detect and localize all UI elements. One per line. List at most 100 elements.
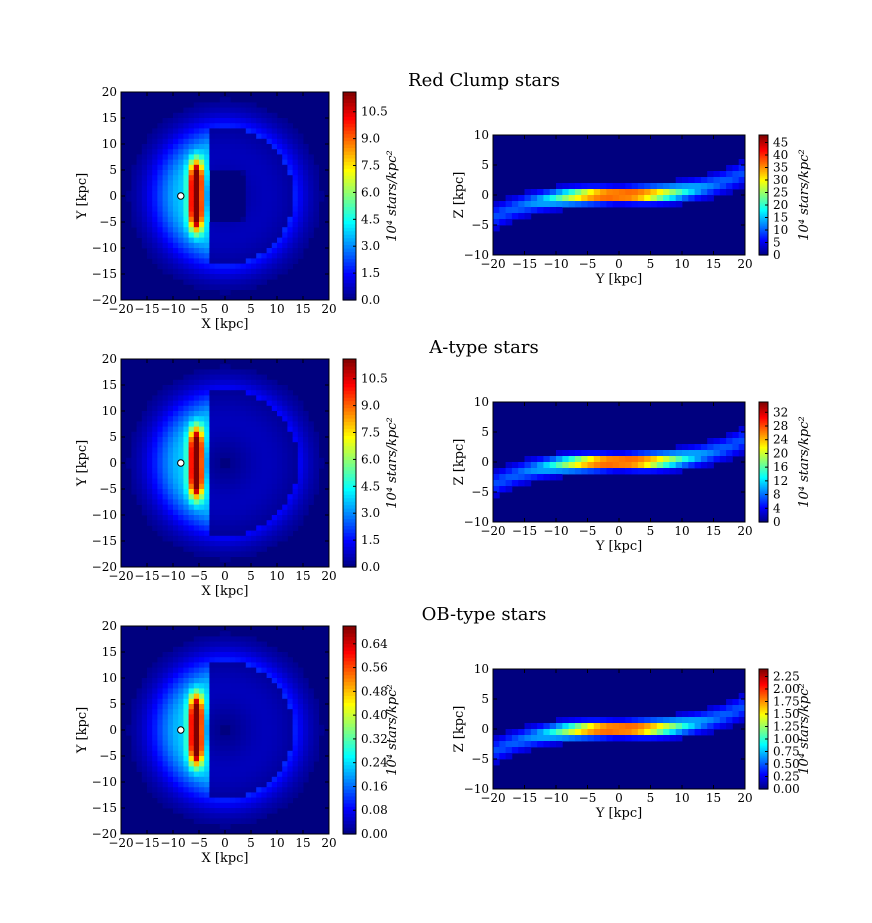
xy-density-cell: [209, 546, 215, 552]
xy-density-cell: [313, 180, 319, 186]
xy-density-cell: [297, 232, 304, 238]
yz-colorbar-tick-label: 1.50: [773, 707, 800, 721]
xy-xtick-label: −10: [160, 302, 185, 316]
xy-density-cell: [209, 761, 215, 767]
xy-density-cell: [204, 709, 210, 715]
xy-density-cell: [183, 154, 189, 160]
xy-density-cell: [297, 766, 304, 772]
yz-density-cell: [707, 450, 714, 457]
xy-density-cell: [209, 808, 215, 814]
xy-density-cell: [204, 164, 210, 171]
xy-density-cell: [261, 437, 267, 443]
xy-density-cell: [147, 714, 153, 720]
xy-density-cell: [147, 237, 153, 244]
yz-density-cell: [650, 456, 658, 463]
xy-density-cell: [199, 652, 205, 658]
xy-density-cell: [204, 535, 210, 542]
xy-colorbar-segment: [343, 365, 356, 370]
xy-density-cell: [256, 258, 262, 264]
xy-density-cell: [131, 714, 137, 720]
xy-density-cell: [261, 258, 267, 264]
xy-density-cell: [277, 385, 283, 391]
xy-density-cell: [167, 385, 174, 391]
xy-density-cell: [204, 447, 210, 453]
xy-density-cell: [136, 196, 143, 202]
xy-density-cell: [282, 652, 288, 658]
xy-density-cell: [199, 797, 205, 804]
yz-density-cell: [732, 432, 740, 439]
yz-density-cell: [726, 450, 733, 457]
xy-density-cell: [152, 400, 158, 407]
xy-density-cell: [131, 216, 137, 223]
xy-density-cell: [266, 379, 273, 386]
xy-density-cell: [199, 164, 205, 171]
yz-density-cell: [530, 462, 538, 469]
xy-density-cell: [214, 102, 221, 108]
xy-density-cell: [173, 144, 179, 150]
xy-density-cell: [183, 782, 189, 788]
xy-density-cell: [235, 698, 241, 705]
xy-density-cell: [225, 437, 231, 443]
xy-density-cell: [240, 411, 247, 417]
xy-density-cell: [157, 782, 163, 788]
yz-density-cell: [637, 729, 645, 736]
xy-density-cell: [235, 379, 241, 386]
xy-ytick-label: 0: [109, 456, 117, 470]
xy-density-cell: [303, 431, 309, 438]
xy-density-cell: [204, 489, 210, 495]
xy-density-cell: [173, 698, 179, 705]
yz-density-cell: [719, 444, 727, 451]
yz-density-cell: [726, 177, 733, 184]
xy-density-cell: [303, 756, 309, 762]
xy-density-cell: [282, 190, 288, 197]
xy-density-cell: [183, 385, 189, 391]
xy-density-cell: [193, 400, 200, 407]
yz-colorbar-segment: [759, 761, 768, 764]
yz-density-cell: [593, 201, 601, 208]
xy-density-cell: [256, 688, 262, 694]
xy-density-cell: [141, 437, 148, 443]
xy-density-cell: [199, 483, 205, 490]
xy-density-cell: [152, 138, 158, 145]
xy-density-cell: [162, 776, 169, 783]
xy-density-cell: [266, 426, 273, 433]
xy-density-cell: [266, 395, 273, 401]
xy-density-cell: [230, 128, 236, 134]
yz-density-cell: [530, 723, 538, 730]
xy-density-cell: [199, 641, 205, 648]
xy-density-cell: [277, 154, 283, 160]
xy-density-cell: [209, 766, 215, 772]
xy-xlabel: X [kpc]: [201, 584, 248, 599]
xy-density-cell: [152, 206, 158, 212]
xy-density-cell: [193, 102, 200, 108]
xy-density-cell: [214, 678, 221, 684]
xy-density-cell: [277, 750, 283, 757]
xy-density-cell: [193, 123, 200, 129]
yz-density-cell: [556, 195, 563, 202]
xy-density-cell: [297, 411, 304, 417]
xy-density-cell: [240, 782, 247, 788]
xy-density-cell: [225, 693, 231, 700]
yz-colorbar-segment: [759, 432, 768, 435]
xy-density-cell: [204, 431, 210, 438]
xy-density-cell: [209, 525, 215, 531]
xy-density-cell: [303, 242, 309, 249]
yz-density-cell: [511, 468, 519, 475]
xy-density-cell: [225, 776, 231, 783]
yz-density-cell: [713, 444, 721, 451]
xy-density-cell: [152, 154, 158, 160]
xy-density-cell: [188, 541, 195, 547]
xy-density-cell: [167, 232, 174, 238]
xy-density-cell: [131, 196, 137, 202]
xy-density-cell: [147, 468, 153, 474]
yz-density-cell: [549, 207, 557, 214]
xy-density-cell: [235, 750, 241, 757]
xy-density-cell: [214, 652, 221, 658]
yz-ytick-label: 10: [474, 128, 489, 142]
yz-density-cell: [675, 723, 683, 730]
xy-density-cell: [308, 478, 314, 485]
xy-density-cell: [204, 776, 210, 783]
xy-density-cell: [162, 185, 169, 192]
xy-density-cell: [225, 652, 231, 658]
yz-density-cell: [707, 717, 714, 724]
